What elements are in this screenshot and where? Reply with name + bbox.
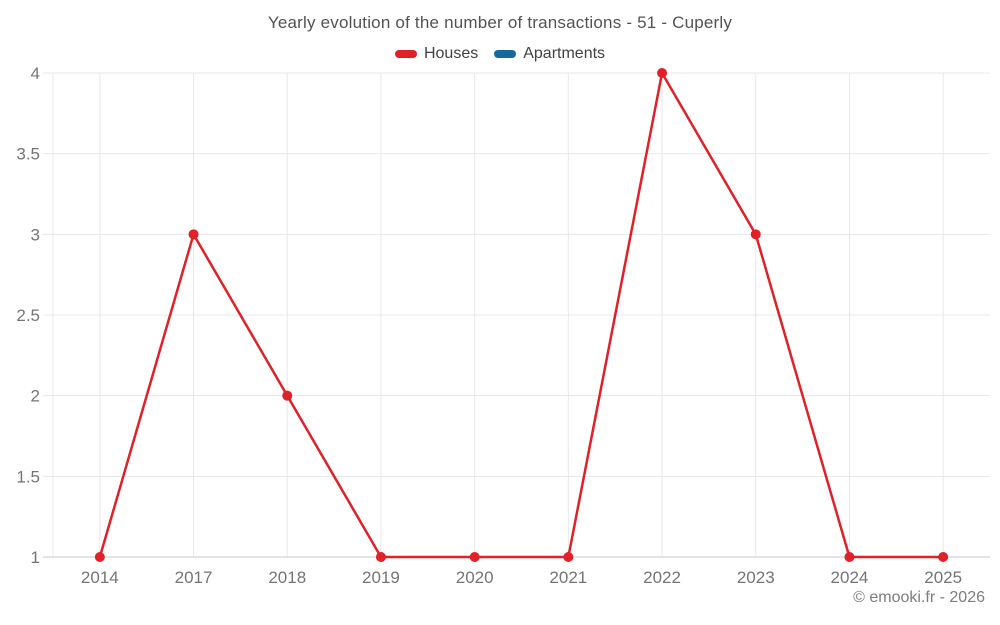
y-axis-tick-label: 4 — [31, 64, 40, 83]
houses-data-point[interactable] — [563, 552, 574, 562]
houses-data-point[interactable] — [844, 552, 855, 562]
x-axis-tick-label: 2022 — [643, 568, 681, 587]
houses-data-point[interactable] — [282, 390, 293, 401]
x-axis-tick-label: 2023 — [737, 568, 775, 587]
x-axis-tick-label: 2018 — [268, 568, 306, 587]
houses-data-point[interactable] — [938, 552, 949, 562]
y-axis-tick-label: 2 — [31, 387, 40, 406]
houses-data-point[interactable] — [657, 68, 668, 78]
y-axis-tick-label: 1.5 — [16, 467, 40, 486]
legend-item-houses[interactable]: Houses — [394, 45, 479, 63]
x-axis-tick-label: 2025 — [924, 568, 962, 587]
houses-legend-swatch-icon — [394, 50, 417, 58]
legend-label-apartments: Apartments — [523, 45, 606, 62]
y-axis-tick-label: 2.5 — [16, 306, 40, 325]
chart-title: Yearly evolution of the number of transa… — [267, 13, 733, 32]
watermark: © emooki.fr - 2026 — [853, 589, 985, 606]
legend: Houses Apartments — [0, 45, 1000, 63]
y-axis-tick-label: 3 — [31, 225, 40, 244]
houses-data-point[interactable] — [188, 229, 199, 240]
apartments-legend-swatch-icon — [494, 50, 517, 58]
legend-item-apartments[interactable]: Apartments — [494, 45, 605, 63]
houses-data-point[interactable] — [469, 552, 480, 562]
houses-data-point[interactable] — [375, 552, 386, 562]
x-axis-tick-label: 2021 — [549, 568, 587, 587]
houses-data-point[interactable] — [750, 229, 761, 240]
x-axis-tick-label: 2014 — [81, 568, 119, 587]
x-axis-tick-label: 2024 — [831, 568, 869, 587]
x-axis-tick-label: 2019 — [362, 568, 400, 587]
x-axis-tick-label: 2017 — [175, 568, 213, 587]
y-axis-tick-label: 3.5 — [16, 145, 40, 164]
y-axis-tick-label: 1 — [31, 548, 40, 567]
houses-data-point[interactable] — [94, 552, 105, 562]
legend-label-houses: Houses — [423, 45, 479, 62]
houses-series-line — [98, 71, 945, 559]
x-axis-tick-label: 2020 — [456, 568, 494, 587]
